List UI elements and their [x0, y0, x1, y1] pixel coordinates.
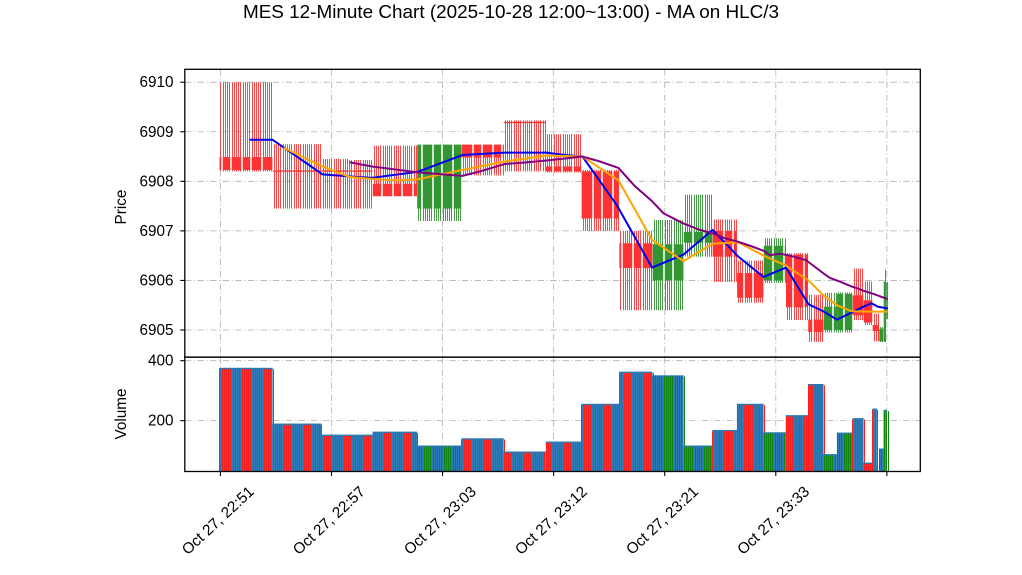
- svg-text:6907: 6907: [139, 223, 173, 240]
- svg-text:MES 12-Minute Chart (2025-10-2: MES 12-Minute Chart (2025-10-28 12:00~13…: [243, 2, 779, 23]
- svg-text:200: 200: [148, 413, 174, 430]
- svg-text:Price: Price: [113, 190, 130, 225]
- svg-text:6906: 6906: [139, 272, 173, 289]
- svg-text:6908: 6908: [139, 173, 173, 190]
- svg-text:6905: 6905: [139, 322, 173, 339]
- svg-text:400: 400: [148, 353, 174, 370]
- svg-text:6910: 6910: [139, 74, 173, 91]
- svg-text:Volume: Volume: [113, 388, 130, 439]
- svg-text:6909: 6909: [139, 124, 173, 141]
